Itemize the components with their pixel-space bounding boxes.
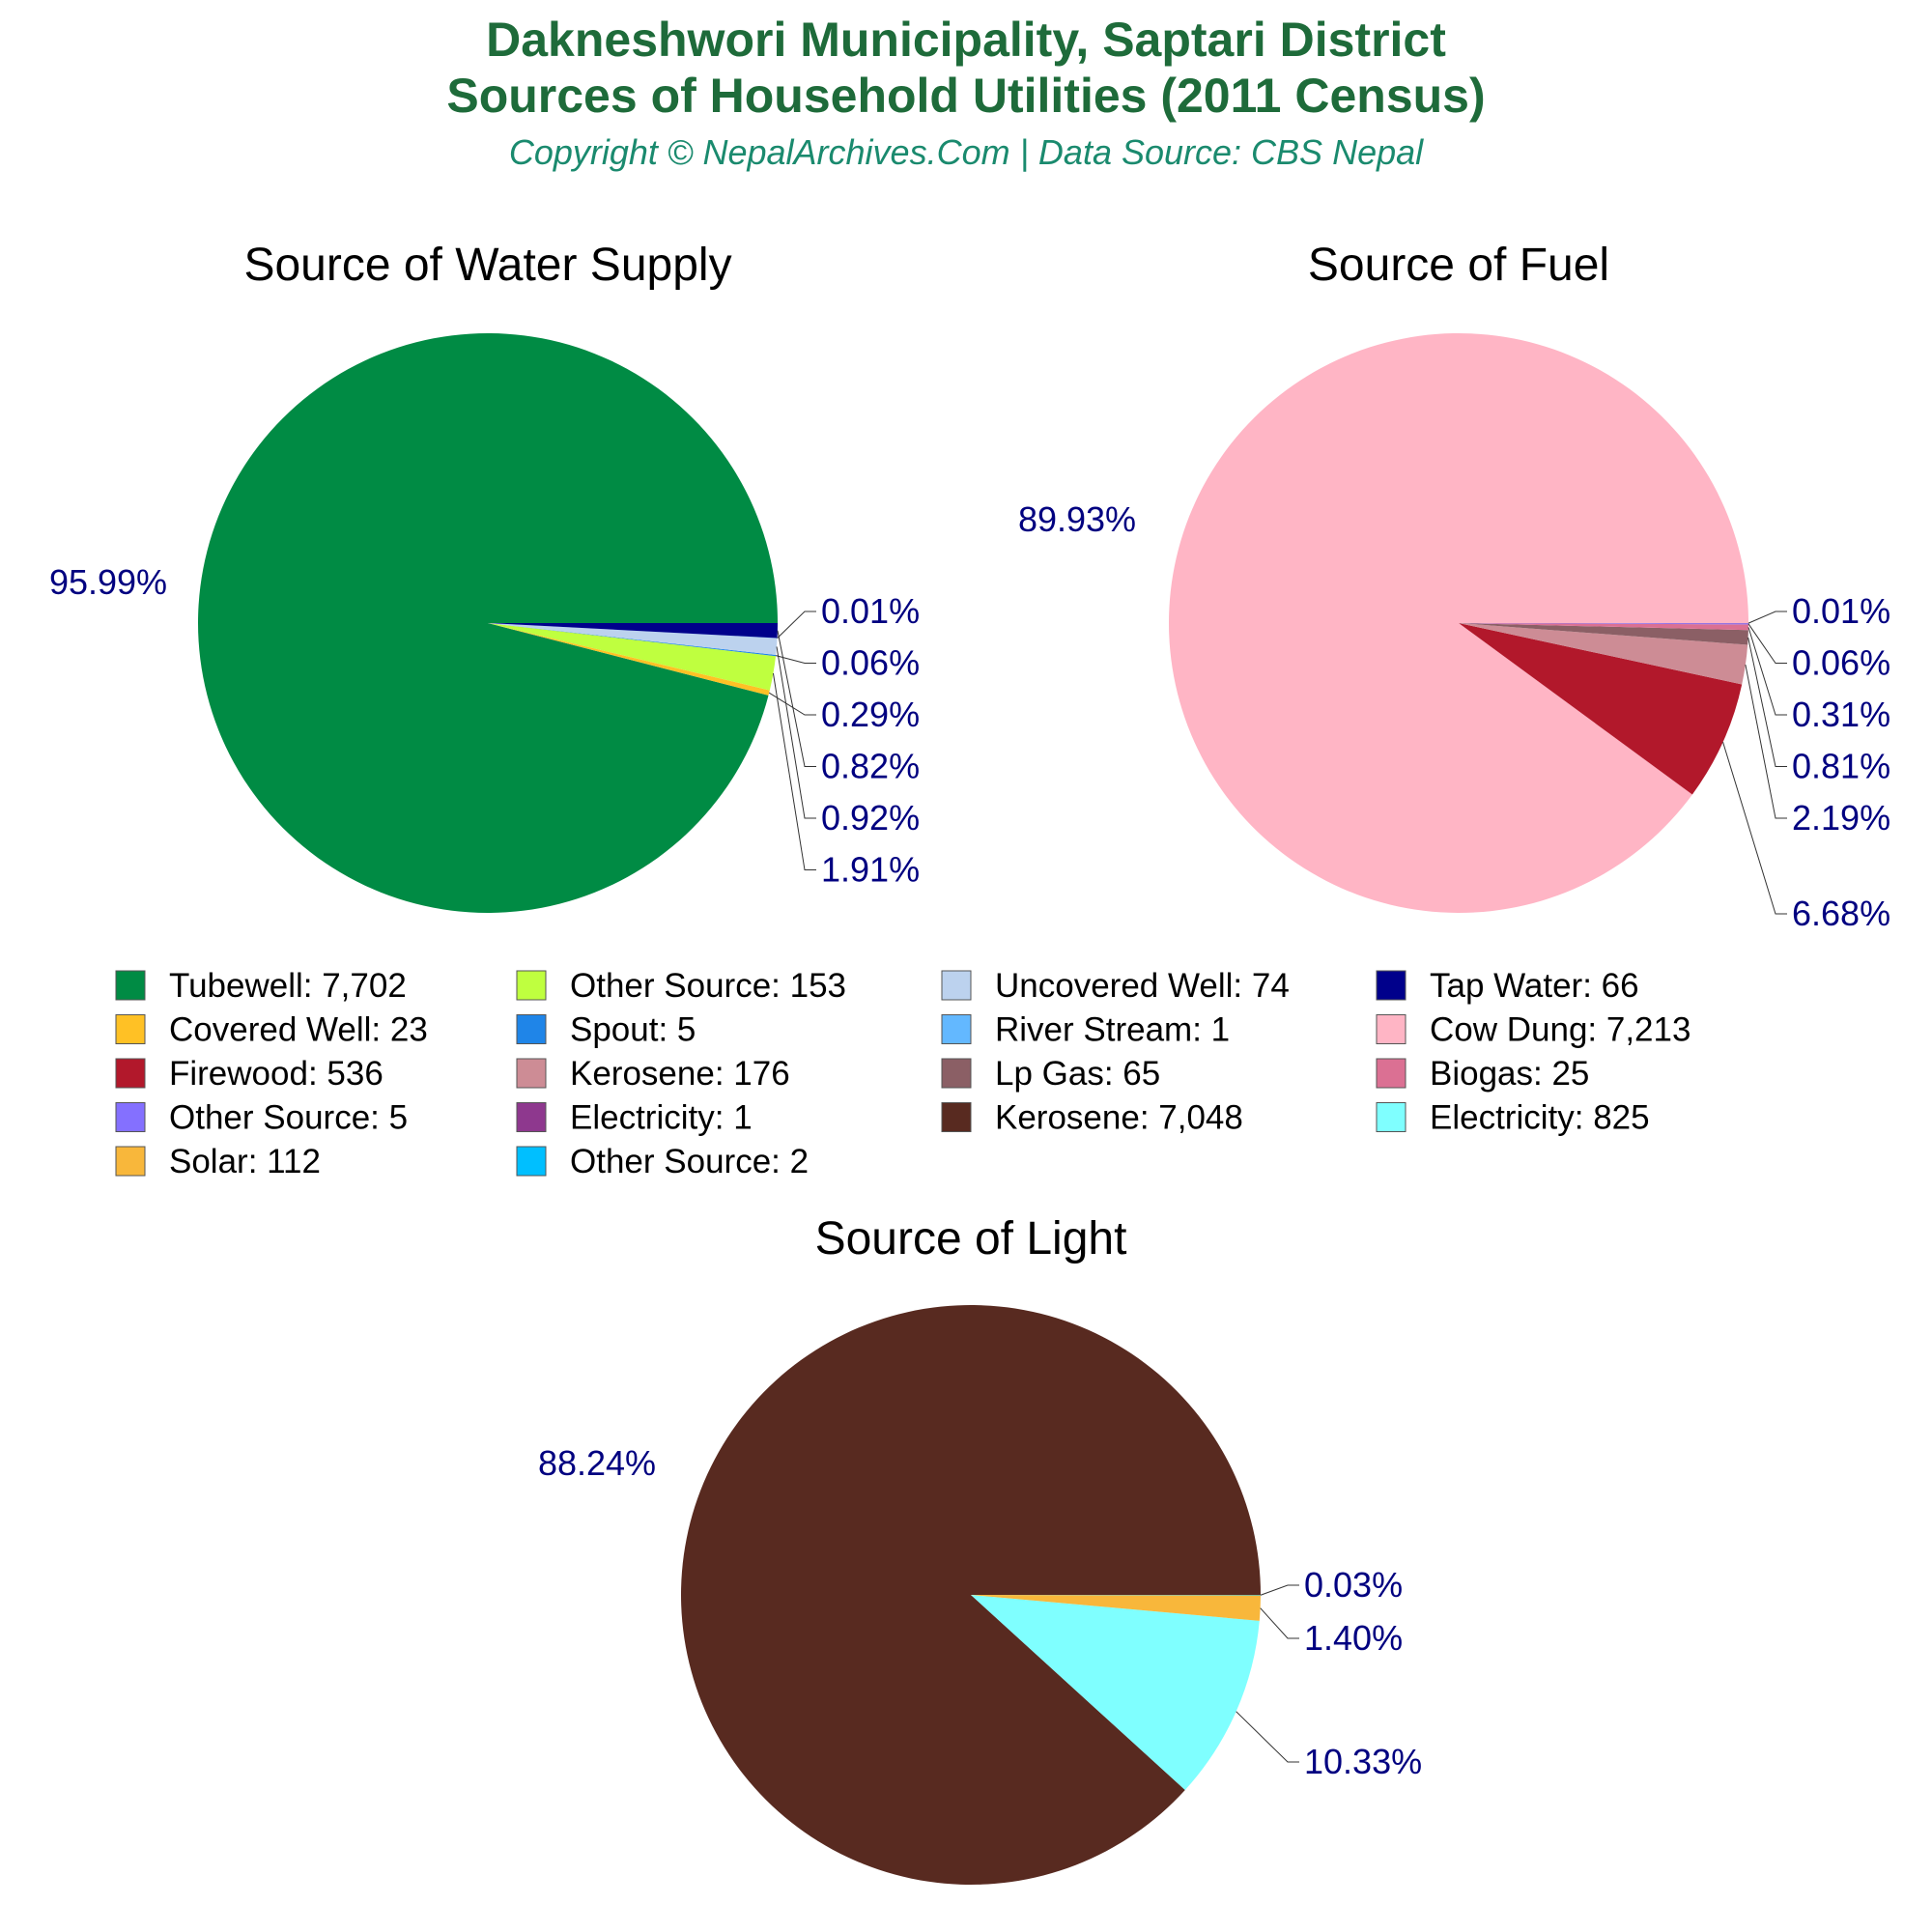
legend-swatch (115, 970, 146, 1001)
legend-label: Cow Dung: 7,213 (1430, 1011, 1690, 1049)
pie-slice-other-source (488, 623, 777, 691)
leader-line (1747, 623, 1787, 664)
page-title-line1: Dakneshwori Municipality, Saptari Distri… (486, 13, 1446, 67)
legend-label: River Stream: 1 (995, 1011, 1230, 1049)
page-subtitle: Copyright © NepalArchives.Com | Data Sou… (508, 132, 1424, 172)
pie-slice-river-stream (488, 623, 778, 639)
legend-swatch (1376, 1058, 1406, 1089)
pie-slice-label: 1.40% (1304, 1618, 1403, 1658)
legend-label: Electricity: 1 (570, 1099, 753, 1137)
legend-label: Kerosene: 176 (570, 1055, 790, 1093)
legend-label: Tubewell: 7,702 (169, 967, 407, 1005)
pie-slice-tap-water (488, 623, 778, 639)
pie-slice-kerosene (1459, 623, 1748, 685)
pie-slice-tubewell (198, 332, 779, 913)
pie-slice-other-source (1459, 623, 1749, 625)
pie-title: Source of Fuel (1308, 240, 1609, 291)
pie-slice-label: 2.19% (1792, 798, 1890, 838)
legend-swatch (941, 1058, 972, 1089)
pie-slice-label: 0.81% (1792, 747, 1890, 786)
leader-line (1747, 627, 1787, 716)
pie-slice-electricity (971, 1595, 1260, 1790)
page-title-line2: Sources of Household Utilities (2011 Cen… (446, 69, 1486, 123)
legend-label: Electricity: 825 (1430, 1099, 1650, 1137)
legend-swatch (941, 1102, 972, 1132)
leader-line (1260, 1584, 1299, 1596)
pie-slice-label: 0.29% (821, 695, 920, 734)
legend-label: Covered Well: 23 (169, 1011, 428, 1049)
pie-slice-lp-gas (1459, 623, 1748, 645)
legend-swatch (115, 1146, 146, 1177)
legend-swatch (516, 1146, 547, 1177)
legend-label: Kerosene: 7,048 (995, 1099, 1243, 1137)
legend-swatch (516, 1102, 547, 1132)
pie-slice-firewood (1459, 623, 1743, 795)
fuel-pie: Source of Fuel 89.93% 0.01% 0.06% 0.31% 0.81%… (1018, 240, 1890, 933)
pie-slice-solar (971, 1595, 1261, 1621)
pie-slice-label: 0.01% (1792, 591, 1890, 631)
legend-label: Uncovered Well: 74 (995, 967, 1290, 1005)
leader-line (776, 646, 816, 819)
pie-slice-label: 0.03% (1304, 1565, 1403, 1605)
legend-label: Solar: 112 (169, 1143, 321, 1180)
legend: Tubewell: 7,702 Other Source: 153 Uncovere… (115, 967, 1690, 1180)
pie-major-label: 95.99% (49, 562, 167, 602)
leader-line (1745, 664, 1787, 819)
pie-slice-spout (488, 623, 777, 657)
pie-slice-label: 0.01% (821, 591, 920, 631)
legend-label: Firewood: 536 (169, 1055, 384, 1093)
legend-label: Other Source: 153 (570, 967, 846, 1005)
legend-swatch (941, 1014, 972, 1044)
pie-slice-covered-well (488, 623, 770, 696)
pie-slice-label: 6.68% (1792, 894, 1890, 933)
leader-line (1260, 1607, 1299, 1639)
pie-title: Source of Water Supply (243, 240, 731, 291)
title-block: Dakneshwori Municipality, Saptari Distri… (0, 12, 1932, 174)
leader-line (1747, 637, 1787, 767)
leader-line (775, 655, 816, 664)
leader-line (768, 692, 816, 716)
pie-title: Source of Light (815, 1213, 1127, 1264)
pie-slice-label: 0.06% (1792, 643, 1890, 683)
leader-line (1747, 611, 1787, 624)
legend-label: Other Source: 2 (570, 1143, 809, 1180)
pie-slice-kerosene (681, 1305, 1261, 1886)
legend-swatch (115, 1014, 146, 1044)
pie-slice-uncovered-well (488, 623, 778, 656)
legend-label: Biogas: 25 (1430, 1055, 1589, 1093)
pie-slice-label: 0.06% (821, 643, 920, 683)
legend-label: Spout: 5 (570, 1011, 696, 1049)
leader-line (777, 630, 816, 767)
pie-slice-label: 0.31% (1792, 695, 1890, 734)
pie-major-label: 89.93% (1018, 499, 1136, 539)
pie-slice-label: 10.33% (1304, 1742, 1422, 1781)
legend-label: Other Source: 5 (169, 1099, 408, 1137)
legend-swatch (115, 1058, 146, 1089)
legend-swatch (516, 970, 547, 1001)
pie-major-label: 88.24% (538, 1443, 656, 1483)
legend-swatch (115, 1102, 146, 1132)
leader-line (1722, 742, 1787, 915)
legend-swatch (516, 1058, 547, 1089)
pie-slice-label: 0.82% (821, 747, 920, 786)
leader-line (772, 672, 816, 870)
legend-label: Lp Gas: 65 (995, 1055, 1160, 1093)
pie-slice-label: 0.92% (821, 798, 920, 838)
legend-swatch (516, 1014, 547, 1044)
leader-line (777, 611, 816, 639)
water-supply-pie: Source of Water Supply 95.99% 0.01% 0.06% 0.… (49, 240, 920, 913)
leader-line (1236, 1711, 1299, 1763)
pie-slice-cow-dung (1169, 333, 1748, 914)
pie-slice-biogas (1459, 623, 1748, 631)
light-pie: Source of Light 88.24% 0.03% 1.40% 10.33% (538, 1213, 1422, 1886)
legend-swatch (941, 970, 972, 1001)
legend-label: Tap Water: 66 (1430, 967, 1639, 1005)
legend-swatch (1376, 1014, 1406, 1044)
legend-swatch (1376, 1102, 1406, 1132)
legend-swatch (1376, 970, 1406, 1001)
pie-slice-label: 1.91% (821, 850, 920, 890)
